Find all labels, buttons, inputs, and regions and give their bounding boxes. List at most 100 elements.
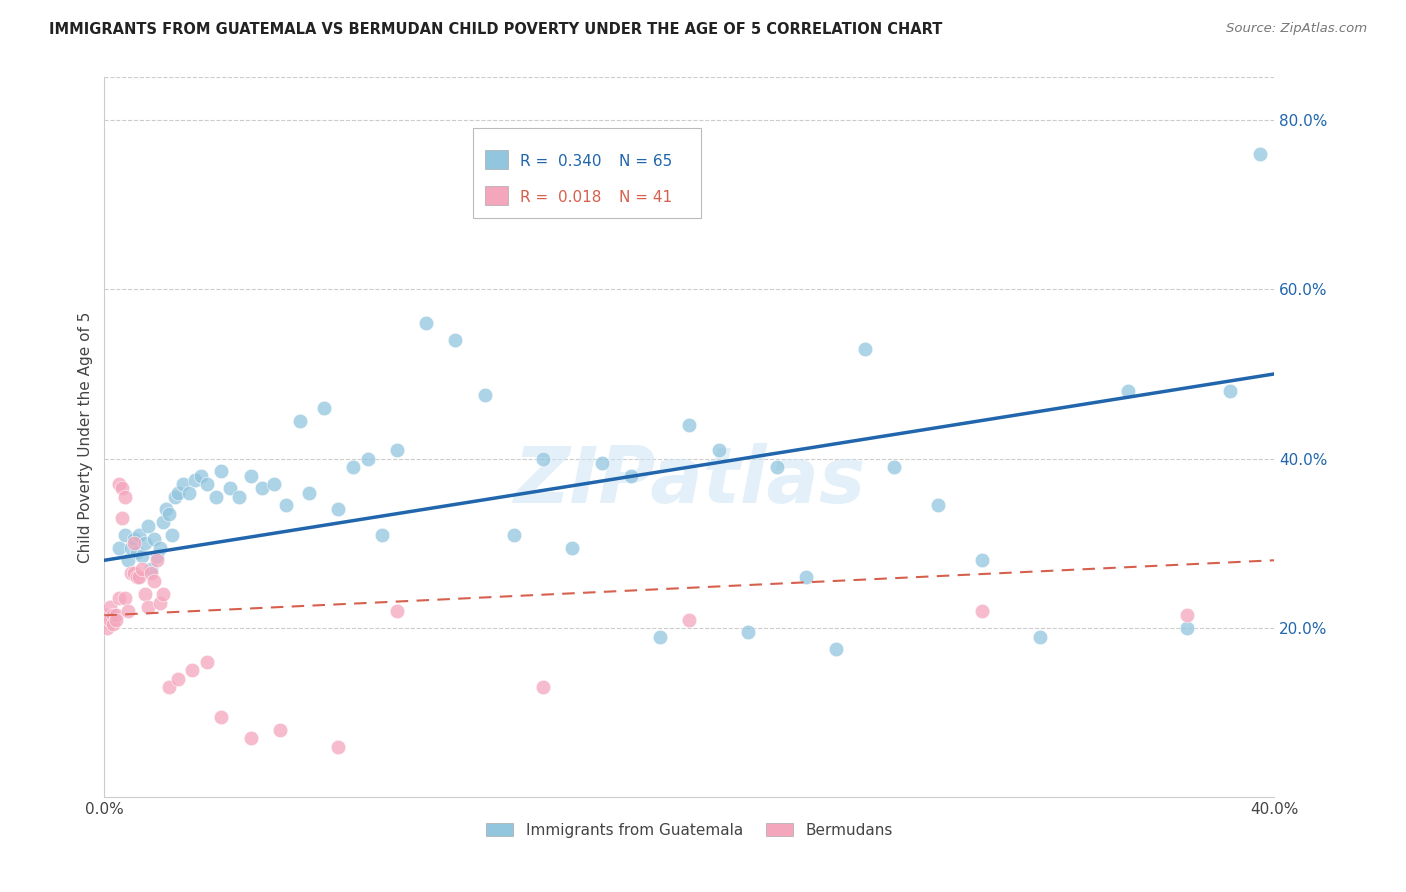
- Point: [1219, 384, 1241, 398]
- Point: [561, 541, 583, 555]
- Point: [252, 481, 274, 495]
- Point: [766, 460, 789, 475]
- Point: [108, 591, 131, 606]
- Point: [678, 613, 700, 627]
- Point: [269, 723, 291, 737]
- Point: [125, 545, 148, 559]
- Point: [184, 473, 207, 487]
- Point: [1175, 621, 1198, 635]
- Point: [328, 739, 350, 754]
- Point: [96, 621, 118, 635]
- Point: [970, 604, 993, 618]
- Point: [853, 342, 876, 356]
- Point: [136, 599, 159, 614]
- Point: [149, 596, 172, 610]
- Text: R =  0.340: R = 0.340: [520, 154, 602, 169]
- Text: R =  0.018: R = 0.018: [520, 190, 602, 205]
- Legend: Immigrants from Guatemala, Bermudans: Immigrants from Guatemala, Bermudans: [479, 816, 898, 844]
- Point: [143, 532, 166, 546]
- Point: [263, 477, 285, 491]
- Point: [98, 599, 121, 614]
- Point: [298, 485, 321, 500]
- Text: Source: ZipAtlas.com: Source: ZipAtlas.com: [1226, 22, 1367, 36]
- Point: [179, 485, 201, 500]
- Point: [415, 316, 437, 330]
- Point: [1175, 608, 1198, 623]
- Point: [146, 553, 169, 567]
- Point: [219, 481, 242, 495]
- Point: [371, 528, 394, 542]
- Point: [824, 642, 846, 657]
- Point: [883, 460, 905, 475]
- Point: [591, 456, 613, 470]
- Point: [707, 443, 730, 458]
- Point: [98, 613, 121, 627]
- Text: N = 65: N = 65: [619, 154, 672, 169]
- Point: [737, 625, 759, 640]
- Point: [274, 498, 297, 512]
- Point: [120, 541, 142, 555]
- Point: [141, 562, 163, 576]
- Point: [108, 477, 131, 491]
- Point: [474, 388, 496, 402]
- Point: [312, 401, 335, 415]
- Point: [502, 528, 524, 542]
- Point: [531, 451, 554, 466]
- Point: [128, 528, 150, 542]
- Point: [152, 515, 174, 529]
- Point: [163, 490, 186, 504]
- Point: [970, 553, 993, 567]
- Point: [101, 616, 124, 631]
- Point: [209, 464, 232, 478]
- Point: [531, 681, 554, 695]
- Point: [796, 570, 818, 584]
- Point: [114, 528, 136, 542]
- Point: [117, 553, 139, 567]
- Point: [134, 536, 156, 550]
- Point: [172, 477, 194, 491]
- Point: [620, 468, 643, 483]
- FancyBboxPatch shape: [485, 150, 508, 169]
- Point: [105, 608, 128, 623]
- Point: [678, 417, 700, 432]
- Point: [290, 413, 312, 427]
- Text: ZIPatlas: ZIPatlas: [513, 442, 866, 518]
- Point: [1029, 630, 1052, 644]
- Point: [166, 672, 188, 686]
- Point: [120, 566, 142, 580]
- Point: [105, 613, 128, 627]
- Point: [328, 502, 350, 516]
- Point: [108, 541, 131, 555]
- Point: [128, 570, 150, 584]
- Point: [131, 562, 153, 576]
- Point: [96, 608, 118, 623]
- Point: [114, 591, 136, 606]
- Point: [131, 549, 153, 563]
- Point: [166, 485, 188, 500]
- Point: [157, 681, 180, 695]
- Point: [927, 498, 949, 512]
- Point: [117, 604, 139, 618]
- FancyBboxPatch shape: [472, 128, 702, 218]
- Point: [181, 664, 204, 678]
- Point: [160, 528, 183, 542]
- Point: [1116, 384, 1139, 398]
- Point: [209, 710, 232, 724]
- Point: [444, 333, 467, 347]
- Text: IMMIGRANTS FROM GUATEMALA VS BERMUDAN CHILD POVERTY UNDER THE AGE OF 5 CORRELATI: IMMIGRANTS FROM GUATEMALA VS BERMUDAN CH…: [49, 22, 942, 37]
- Point: [149, 541, 172, 555]
- Point: [143, 574, 166, 589]
- Point: [342, 460, 364, 475]
- Point: [152, 587, 174, 601]
- Point: [155, 502, 177, 516]
- Point: [136, 519, 159, 533]
- Point: [228, 490, 250, 504]
- Point: [204, 490, 226, 504]
- Point: [1249, 146, 1271, 161]
- Point: [122, 566, 145, 580]
- Point: [122, 536, 145, 550]
- Text: N = 41: N = 41: [619, 190, 672, 205]
- Point: [146, 549, 169, 563]
- Point: [385, 604, 408, 618]
- Y-axis label: Child Poverty Under the Age of 5: Child Poverty Under the Age of 5: [79, 312, 93, 563]
